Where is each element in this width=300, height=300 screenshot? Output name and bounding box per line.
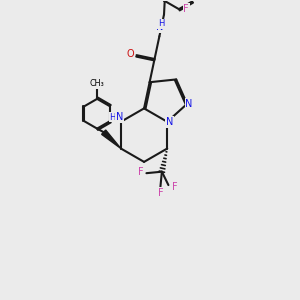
Text: O: O (127, 49, 134, 59)
Text: N: N (166, 117, 173, 127)
Polygon shape (102, 130, 121, 148)
Text: F: F (172, 182, 177, 192)
Text: H: H (110, 113, 116, 122)
Text: F: F (138, 167, 143, 177)
Text: N: N (156, 22, 164, 32)
Text: H: H (158, 19, 164, 28)
Text: CH₃: CH₃ (90, 79, 104, 88)
Text: F: F (158, 188, 163, 198)
Text: N: N (185, 99, 193, 109)
Text: F: F (184, 4, 189, 14)
Text: N: N (116, 112, 123, 122)
